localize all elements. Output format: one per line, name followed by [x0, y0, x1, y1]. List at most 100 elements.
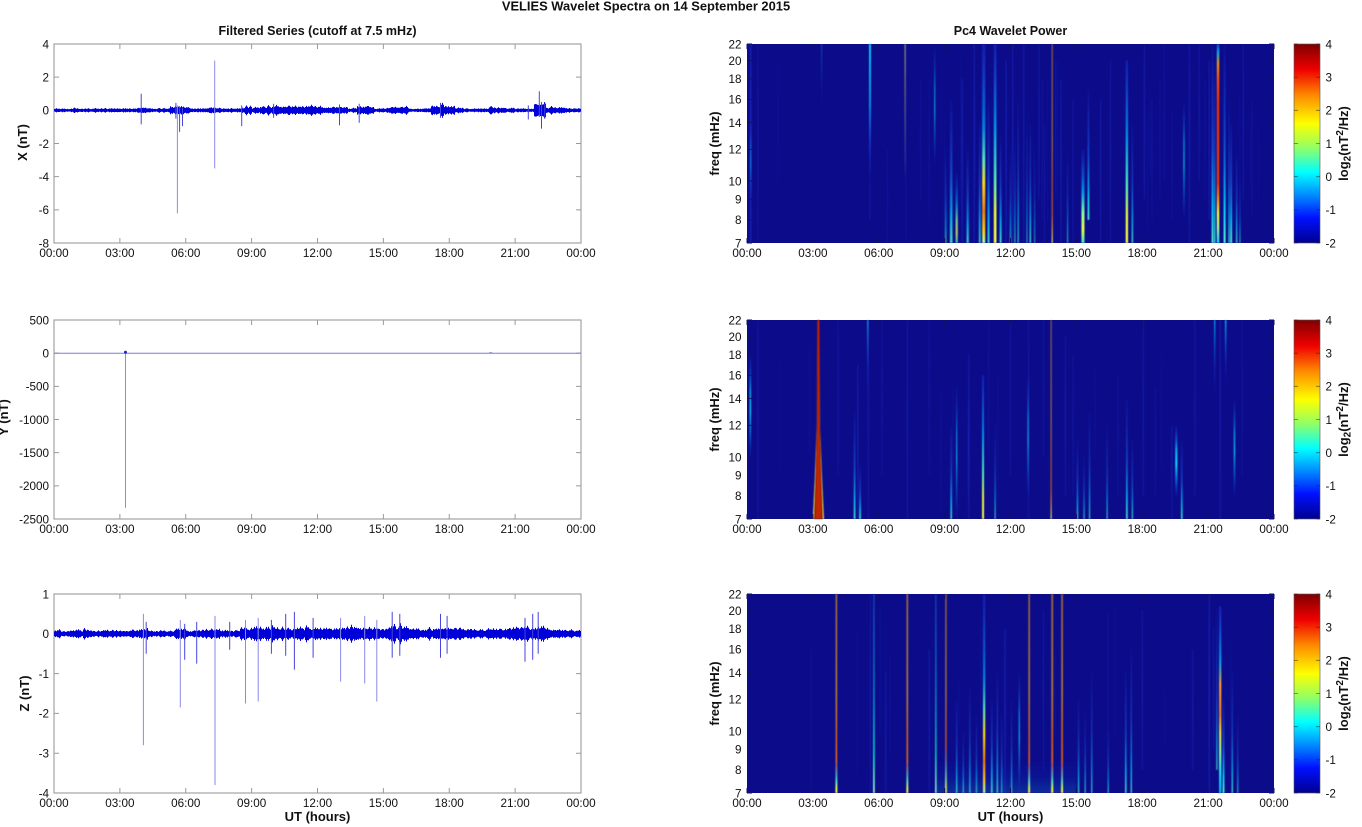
svg-text:22: 22	[728, 38, 741, 51]
svg-text:00:00: 00:00	[1259, 247, 1289, 260]
svg-text:8: 8	[735, 764, 742, 777]
svg-text:00:00: 00:00	[39, 247, 69, 260]
svg-text:21:00: 21:00	[500, 523, 530, 536]
svg-text:09:00: 09:00	[237, 523, 267, 536]
svg-text:-4: -4	[39, 787, 50, 800]
svg-text:-1: -1	[1326, 754, 1336, 767]
svg-text:-2: -2	[39, 708, 49, 721]
svg-text:12: 12	[728, 694, 741, 707]
svg-text:06:00: 06:00	[864, 247, 894, 260]
svg-text:12:00: 12:00	[996, 797, 1026, 810]
svg-text:Filtered Series (cutoff at 7.5: Filtered Series (cutoff at 7.5 mHz)	[219, 24, 417, 38]
svg-text:log2(nT2/Hz): log2(nT2/Hz)	[1335, 382, 1354, 457]
svg-text:18: 18	[728, 73, 741, 86]
svg-text:8: 8	[735, 490, 742, 503]
svg-text:03:00: 03:00	[798, 523, 828, 536]
svg-text:09:00: 09:00	[930, 797, 960, 810]
svg-text:-2000: -2000	[19, 480, 49, 493]
svg-text:3: 3	[1326, 348, 1333, 361]
svg-text:3: 3	[1326, 622, 1333, 635]
svg-text:00:00: 00:00	[732, 247, 762, 260]
svg-text:-1500: -1500	[19, 447, 49, 460]
svg-text:00:00: 00:00	[1259, 523, 1289, 536]
svg-text:22: 22	[728, 588, 741, 601]
svg-text:00:00: 00:00	[566, 247, 596, 260]
svg-text:9: 9	[735, 470, 742, 483]
svg-text:06:00: 06:00	[171, 523, 201, 536]
svg-text:1: 1	[1326, 138, 1333, 151]
svg-text:2: 2	[42, 72, 49, 85]
svg-text:-4: -4	[39, 171, 50, 184]
svg-text:VELIES Wavelet Spectra on 14 S: VELIES Wavelet Spectra on 14 September 2…	[502, 0, 790, 14]
svg-text:21:00: 21:00	[500, 247, 530, 260]
svg-text:7: 7	[735, 513, 742, 526]
svg-text:9: 9	[735, 744, 742, 757]
svg-text:18:00: 18:00	[435, 797, 465, 810]
svg-text:0: 0	[42, 628, 49, 641]
svg-text:2: 2	[1326, 105, 1333, 118]
svg-text:1: 1	[1326, 688, 1333, 701]
svg-text:12:00: 12:00	[303, 247, 333, 260]
svg-text:-2: -2	[1326, 237, 1336, 250]
svg-text:2: 2	[1326, 381, 1333, 394]
svg-text:15:00: 15:00	[369, 247, 399, 260]
svg-text:00:00: 00:00	[732, 797, 762, 810]
svg-text:9: 9	[735, 194, 742, 207]
svg-text:0: 0	[42, 105, 49, 118]
svg-text:4: 4	[1326, 38, 1333, 51]
svg-text:03:00: 03:00	[798, 247, 828, 260]
svg-text:1: 1	[1326, 414, 1333, 427]
svg-text:-1000: -1000	[19, 414, 49, 427]
svg-text:16: 16	[728, 644, 741, 657]
svg-text:20: 20	[728, 331, 742, 344]
svg-text:00:00: 00:00	[39, 797, 69, 810]
svg-text:18: 18	[728, 623, 741, 636]
svg-text:4: 4	[1326, 588, 1333, 601]
svg-text:0: 0	[1326, 721, 1333, 734]
svg-text:12: 12	[728, 144, 741, 157]
svg-text:-3: -3	[39, 748, 49, 761]
svg-text:18:00: 18:00	[1128, 247, 1158, 260]
svg-text:15:00: 15:00	[369, 797, 399, 810]
svg-text:06:00: 06:00	[171, 247, 201, 260]
svg-text:0: 0	[1326, 447, 1333, 460]
svg-text:16: 16	[728, 94, 741, 107]
svg-text:20: 20	[728, 605, 742, 618]
svg-text:00:00: 00:00	[39, 523, 69, 536]
svg-text:-2500: -2500	[19, 513, 49, 526]
svg-text:0: 0	[1326, 171, 1333, 184]
svg-text:7: 7	[735, 787, 742, 800]
svg-text:15:00: 15:00	[1062, 247, 1092, 260]
svg-text:12: 12	[728, 420, 741, 433]
svg-text:09:00: 09:00	[930, 523, 960, 536]
svg-text:03:00: 03:00	[798, 797, 828, 810]
svg-text:UT (hours): UT (hours)	[978, 809, 1044, 824]
svg-text:freq (mHz): freq (mHz)	[707, 387, 722, 451]
svg-text:freq (mHz): freq (mHz)	[707, 661, 722, 725]
svg-text:00:00: 00:00	[566, 523, 596, 536]
svg-text:09:00: 09:00	[237, 797, 267, 810]
svg-text:-2: -2	[39, 138, 49, 151]
svg-text:00:00: 00:00	[566, 797, 596, 810]
svg-text:14: 14	[728, 393, 742, 406]
svg-text:freq (mHz): freq (mHz)	[707, 111, 722, 175]
svg-text:14: 14	[728, 667, 742, 680]
svg-text:500: 500	[29, 314, 49, 327]
svg-text:18: 18	[728, 349, 741, 362]
svg-text:X (nT): X (nT)	[15, 124, 30, 161]
svg-text:-2: -2	[1326, 787, 1336, 800]
svg-text:-500: -500	[26, 381, 50, 394]
svg-text:03:00: 03:00	[105, 523, 135, 536]
svg-text:18:00: 18:00	[1128, 523, 1158, 536]
svg-text:21:00: 21:00	[1193, 797, 1223, 810]
svg-text:-6: -6	[39, 204, 49, 217]
svg-text:12:00: 12:00	[303, 523, 333, 536]
svg-text:4: 4	[1326, 314, 1333, 327]
svg-text:21:00: 21:00	[500, 797, 530, 810]
svg-text:12:00: 12:00	[996, 247, 1026, 260]
svg-text:Y (nT): Y (nT)	[0, 399, 11, 436]
svg-text:03:00: 03:00	[105, 247, 135, 260]
svg-text:16: 16	[728, 370, 741, 383]
svg-text:0: 0	[42, 348, 49, 361]
svg-text:09:00: 09:00	[237, 247, 267, 260]
